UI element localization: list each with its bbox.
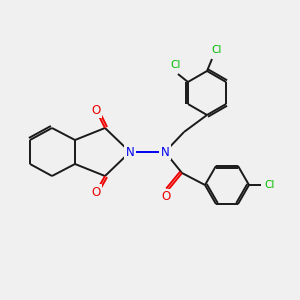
- Text: Cl: Cl: [171, 60, 181, 70]
- Text: O: O: [161, 190, 171, 203]
- Text: O: O: [92, 103, 100, 116]
- Text: N: N: [160, 146, 169, 158]
- Text: O: O: [92, 185, 100, 199]
- Text: Cl: Cl: [265, 180, 275, 190]
- Text: N: N: [126, 146, 134, 158]
- Text: Cl: Cl: [212, 45, 222, 55]
